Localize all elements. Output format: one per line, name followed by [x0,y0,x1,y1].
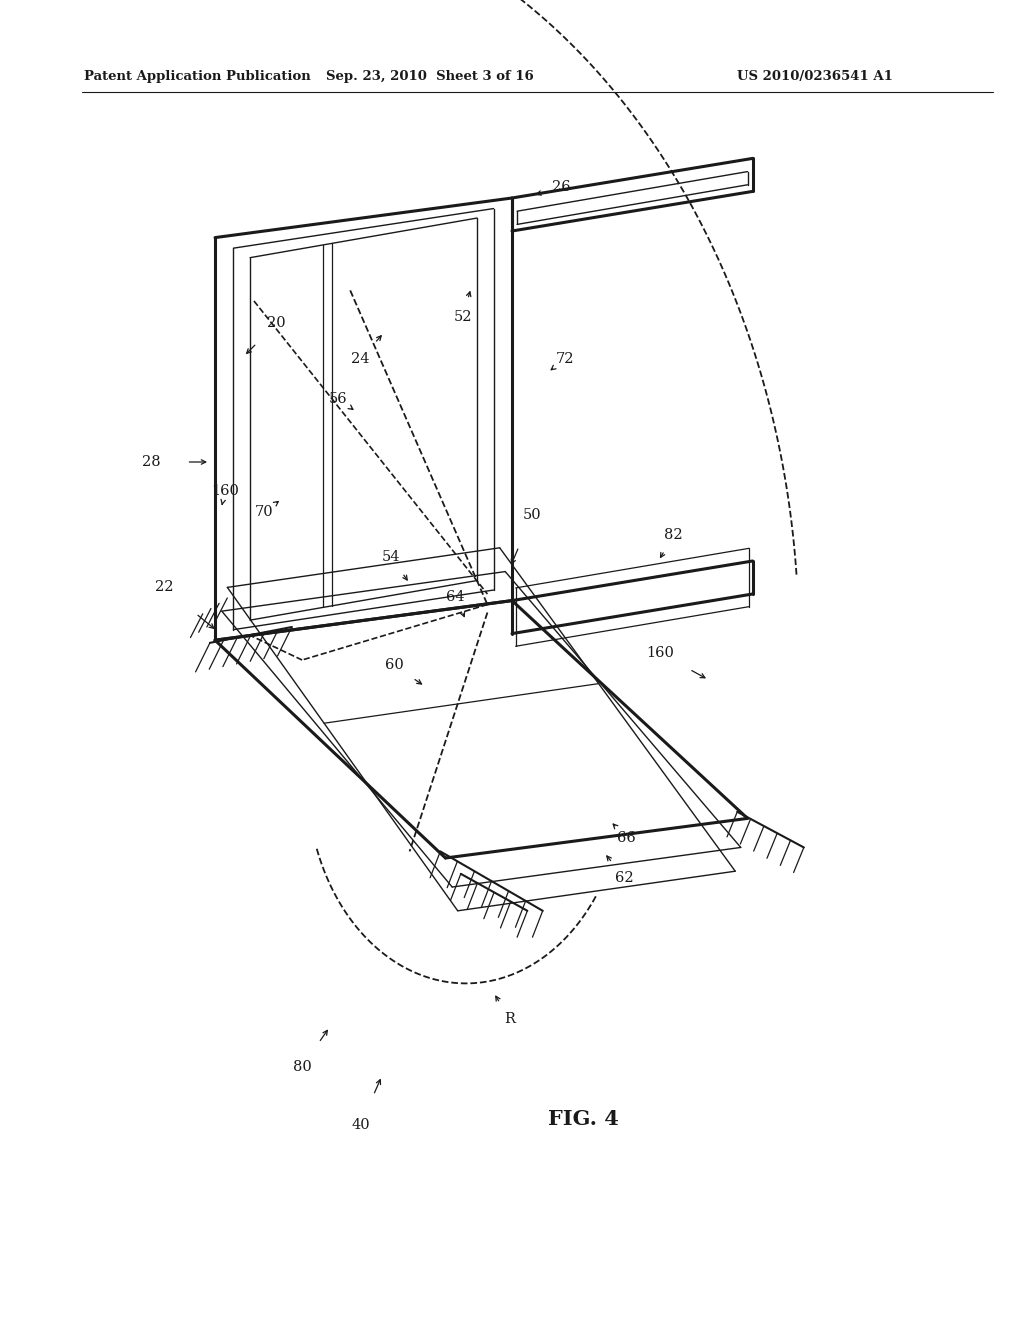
Text: 70: 70 [255,506,273,519]
Text: 24: 24 [351,352,370,366]
Text: 52: 52 [454,310,472,323]
Text: 160: 160 [646,647,675,660]
Text: 60: 60 [385,659,403,672]
Text: 22: 22 [155,581,173,594]
Text: 62: 62 [615,871,634,884]
Text: 80: 80 [293,1060,311,1073]
Text: R: R [505,1012,515,1026]
Text: 40: 40 [351,1118,370,1131]
Text: 20: 20 [267,317,286,330]
Text: Patent Application Publication: Patent Application Publication [84,70,310,83]
Text: 160: 160 [211,484,240,498]
Text: 50: 50 [523,508,542,521]
Text: 64: 64 [446,590,465,603]
Text: 28: 28 [142,455,161,469]
Text: 82: 82 [665,528,683,541]
Text: Sep. 23, 2010  Sheet 3 of 16: Sep. 23, 2010 Sheet 3 of 16 [327,70,534,83]
Text: 56: 56 [329,392,347,405]
Text: US 2010/0236541 A1: US 2010/0236541 A1 [737,70,893,83]
Text: 26: 26 [552,181,570,194]
Text: FIG. 4: FIG. 4 [548,1109,620,1130]
Text: 72: 72 [556,352,574,366]
Text: 54: 54 [382,550,400,564]
Text: 66: 66 [617,832,636,845]
